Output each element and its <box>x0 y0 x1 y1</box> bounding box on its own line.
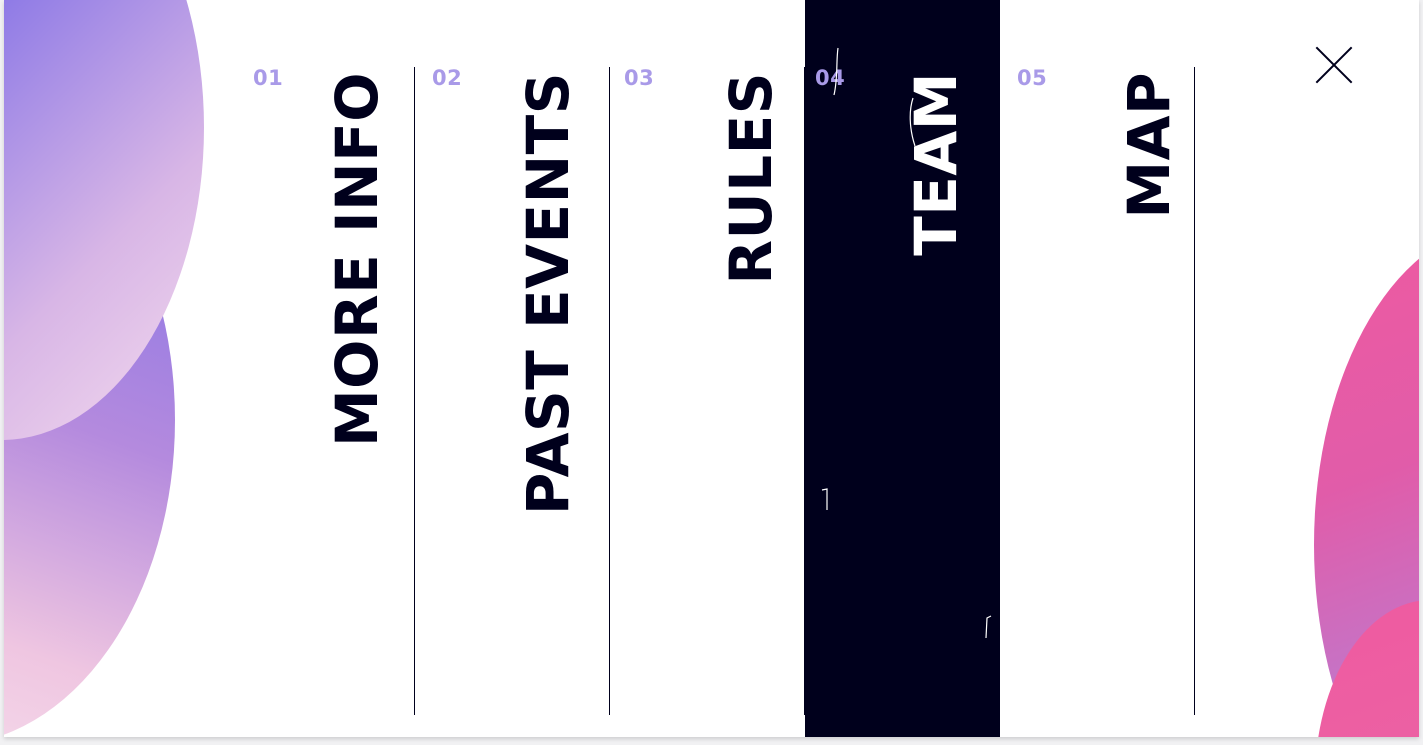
menu-divider <box>414 67 415 715</box>
menu-divider <box>609 67 610 715</box>
fullscreen-menu-overlay: 01 MORE INFO 02 PAST EVENTS 03 RULES 04 … <box>4 0 1419 737</box>
menu-divider <box>804 67 805 715</box>
decorative-gradient-blob <box>4 0 204 440</box>
menu-item-team[interactable]: 04 TEAM <box>805 0 1000 737</box>
menu-item-rules[interactable]: 03 RULES <box>610 0 805 737</box>
menu-item-number: 05 <box>1017 66 1048 90</box>
menu-item-label: TEAM <box>902 72 970 256</box>
menu-item-label: RULES <box>717 72 785 285</box>
menu-item-map[interactable]: 05 MAP <box>1000 0 1195 737</box>
menu-divider <box>1194 67 1195 715</box>
menu-item-number: 03 <box>624 66 655 90</box>
menu-item-label: MORE INFO <box>323 72 391 448</box>
menu-item-more-info[interactable]: 01 MORE INFO <box>220 0 415 737</box>
menu-item-number: 04 <box>815 66 846 90</box>
menu-item-label: PAST EVENTS <box>514 72 582 516</box>
menu-item-past-events[interactable]: 02 PAST EVENTS <box>415 0 610 737</box>
menu-item-number: 02 <box>432 66 463 90</box>
menu-item-number: 01 <box>253 66 284 90</box>
menu-item-label: MAP <box>1115 72 1183 219</box>
close-icon[interactable] <box>1309 40 1359 90</box>
